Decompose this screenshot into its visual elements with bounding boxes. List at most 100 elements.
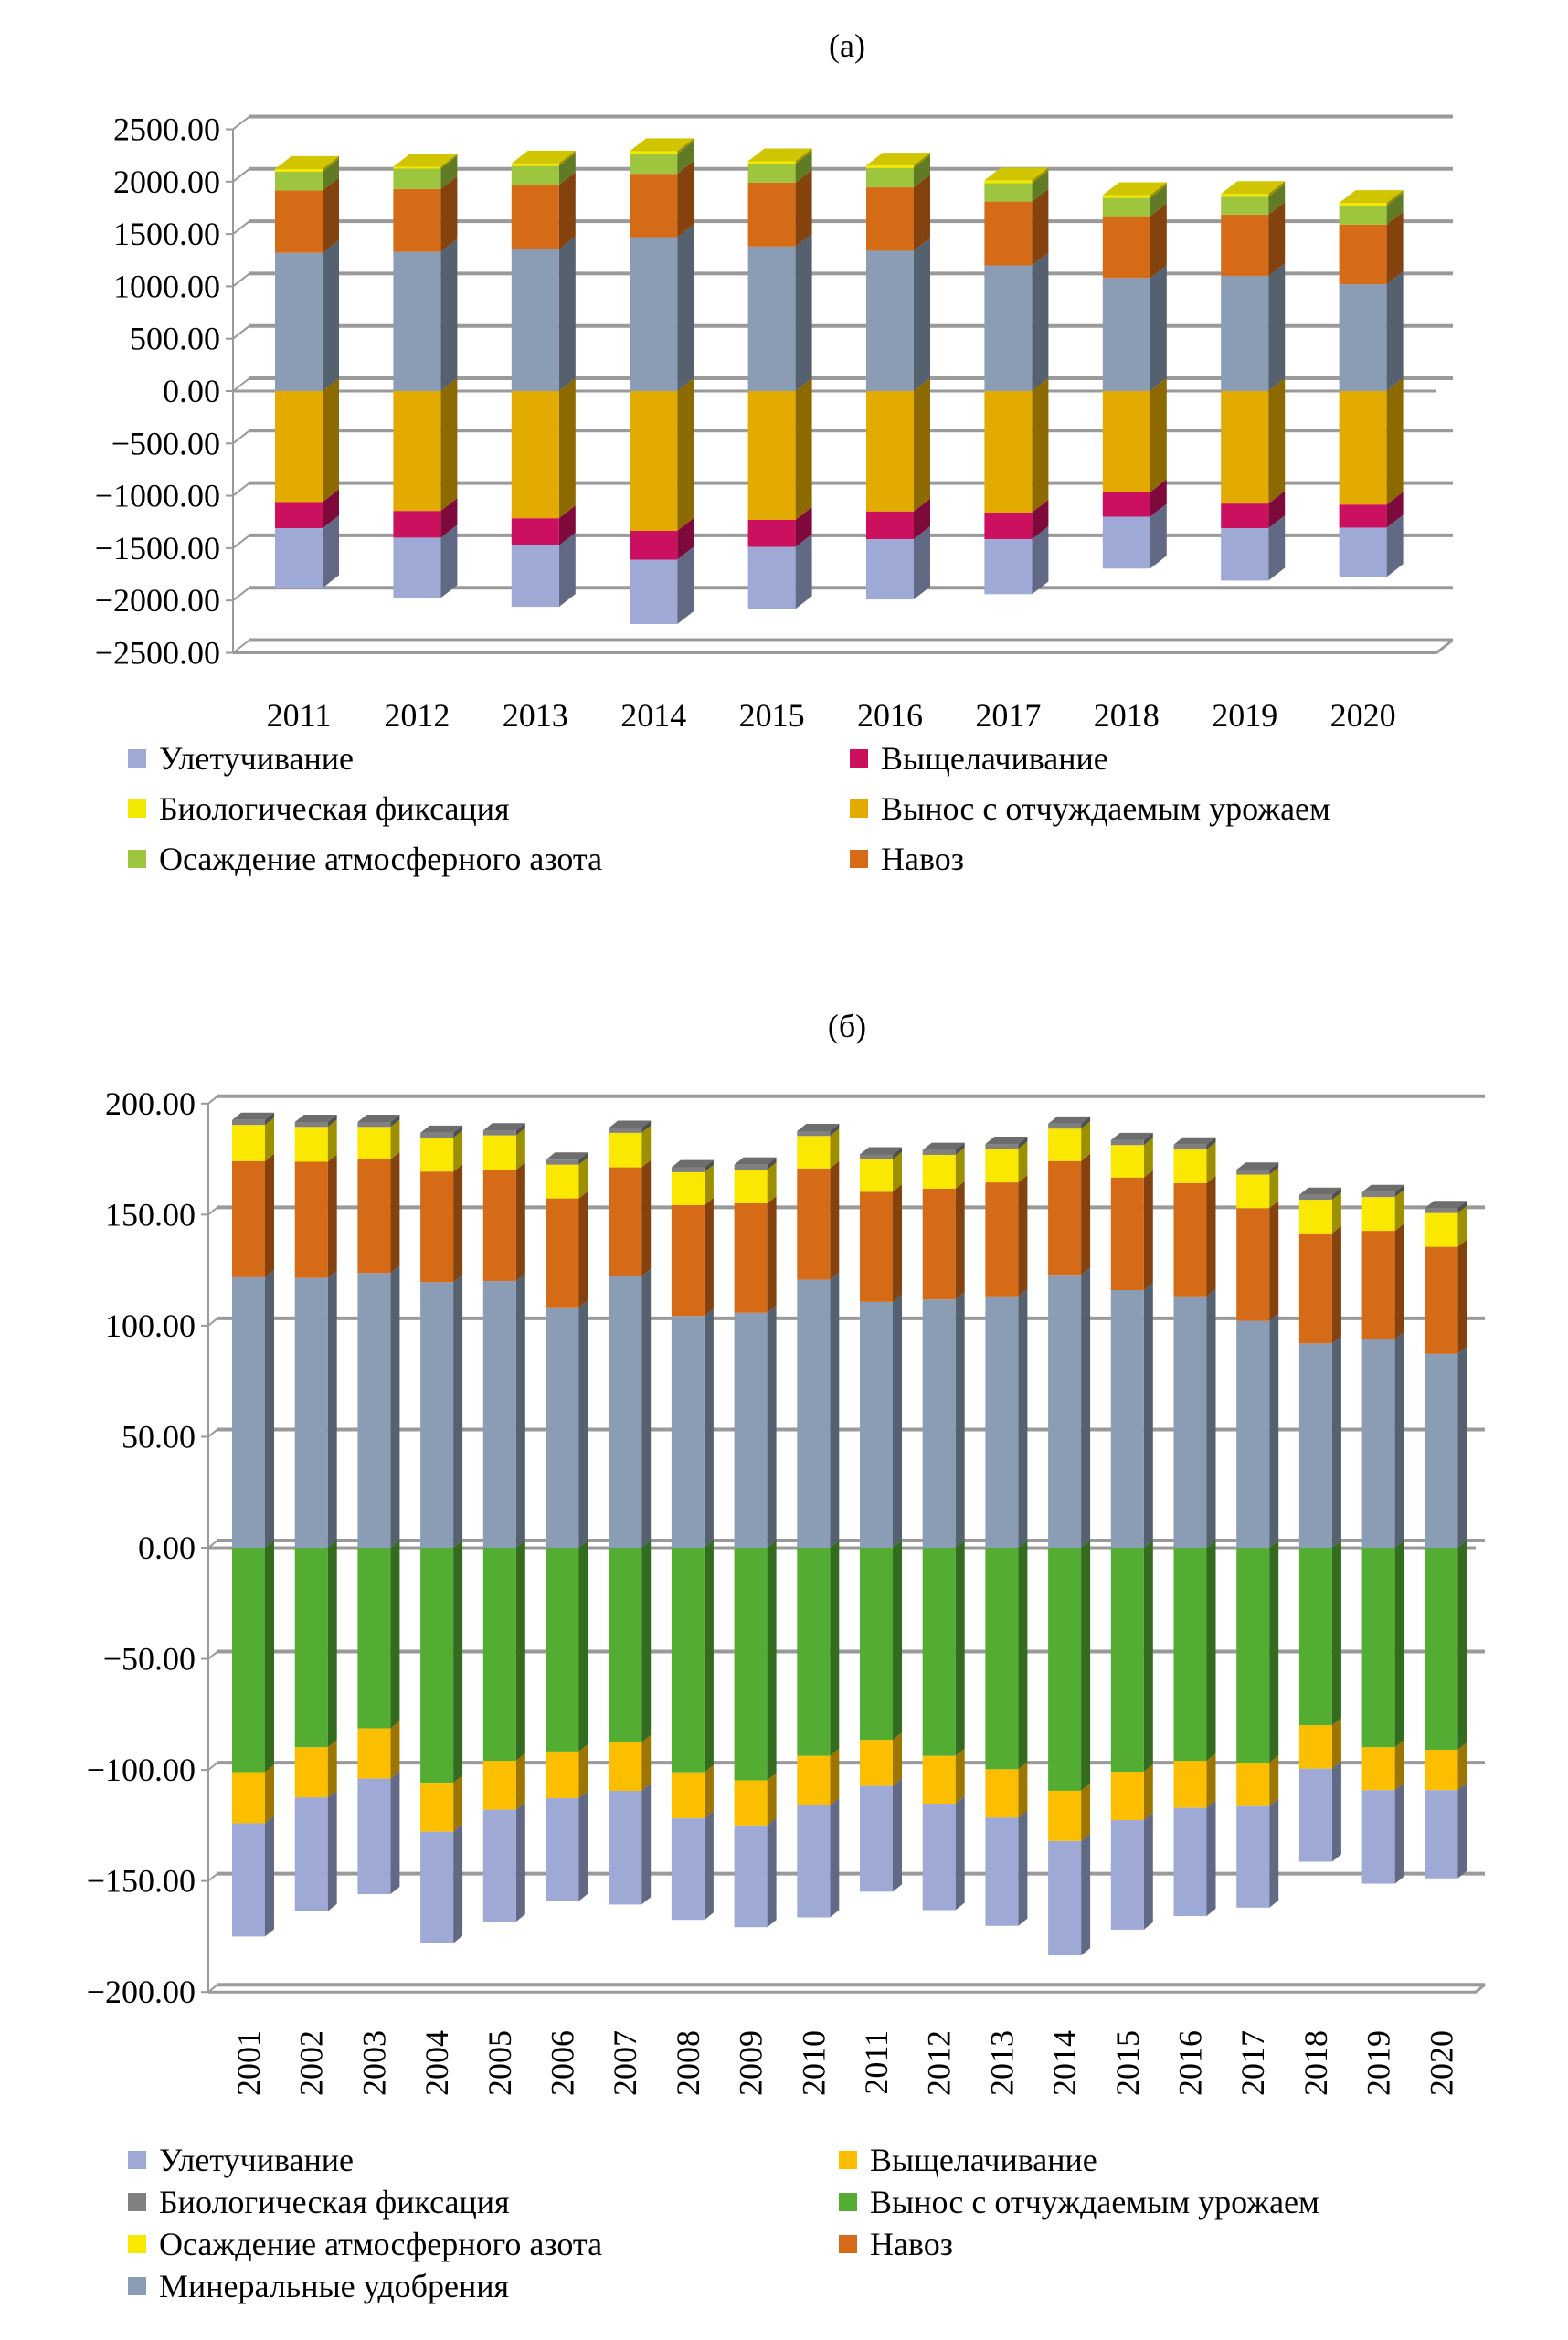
bar-segment-manure <box>922 1188 956 1300</box>
bar-segment-manure <box>797 1168 831 1280</box>
bar-segment-mineral <box>1102 278 1150 391</box>
legend-label: Улетучивание <box>159 2142 354 2178</box>
bar-segment-volatilization <box>1339 527 1387 577</box>
bar-side-volatilization <box>1331 1761 1341 1862</box>
bar-side-volatilization <box>893 1778 902 1892</box>
legend-label: Вынос с отчуждаемым урожаем <box>870 2184 1319 2220</box>
y-tick-label: −50.00 <box>103 1641 196 1678</box>
bar-segment-manure <box>357 1159 391 1274</box>
bar-segment-manure <box>1102 216 1150 279</box>
bar-stack-2016 <box>866 153 930 600</box>
bar-stack-2002 <box>294 1114 337 1911</box>
bar-segment-manure <box>1048 1160 1082 1276</box>
bar-side-leaching <box>1457 1742 1467 1791</box>
bar-side-bio <box>453 1125 463 1138</box>
bar-side-bio <box>327 1114 337 1128</box>
x-tick-label: 2011 <box>267 697 332 734</box>
gridline-side <box>207 1762 218 1771</box>
bar-stack-2015 <box>747 148 812 609</box>
bar-segment-leaching <box>511 518 559 546</box>
bar-segment-manure <box>420 1171 454 1283</box>
gridline-side <box>232 324 250 340</box>
gridline-side <box>207 1872 218 1882</box>
bar-segment-manure <box>294 1161 328 1278</box>
bar-segment-removal <box>232 1548 265 1773</box>
bar-side-removal <box>1018 1541 1028 1770</box>
bar-segment-removal <box>985 1548 1019 1770</box>
bar-segment-volatilization <box>985 1817 1019 1926</box>
bar-segment-bio <box>985 1144 1019 1149</box>
bar-side-leaching <box>677 517 694 560</box>
legend-item: Вынос с отчуждаемым урожаем <box>850 790 1330 827</box>
bar-segment-mineral <box>609 1276 642 1548</box>
bar-side-deposition <box>1457 1205 1467 1247</box>
bar-side-leaching <box>1150 479 1167 517</box>
bar-side-removal <box>515 1541 525 1762</box>
bar-segment-leaching <box>734 1780 768 1826</box>
bar-side-deposition <box>1032 170 1049 202</box>
bar-stack-2008 <box>671 1159 714 1921</box>
legend-swatch <box>128 2193 146 2211</box>
bar-side-removal <box>1386 378 1404 505</box>
bar-stack-2006 <box>546 1152 588 1901</box>
bar-segment-bio <box>1102 195 1150 198</box>
bar-segment-deposition <box>511 165 559 185</box>
bar-segment-manure <box>984 201 1033 266</box>
bar-segment-bio <box>734 1164 768 1170</box>
bar-segment-mineral <box>232 1276 265 1548</box>
bar-segment-leaching <box>1048 1790 1082 1841</box>
legend-swatch <box>839 2193 857 2211</box>
bar-side-bio <box>1386 190 1404 206</box>
y-tick-label: −200.00 <box>87 1974 196 2010</box>
bar-segment-manure <box>1298 1233 1332 1344</box>
bar-segment-volatilization <box>393 537 441 598</box>
bar-side-removal <box>677 378 694 531</box>
bar-segment-manure <box>275 190 323 253</box>
bar-side-manure <box>641 1159 652 1276</box>
bar-segment-manure <box>1221 214 1269 276</box>
bar-side-leaching <box>327 1740 337 1798</box>
bar-side-removal <box>440 378 458 512</box>
y-tick-label: −1500.00 <box>95 530 220 566</box>
bar-segment-removal <box>866 391 914 512</box>
bar-segment-deposition <box>747 164 796 183</box>
bar-side-removal <box>1331 1541 1341 1726</box>
bar-segment-bio <box>482 1130 516 1136</box>
bar-side-mineral <box>704 1308 714 1548</box>
bar-segment-manure <box>671 1204 705 1317</box>
bar-segment-mineral <box>275 252 323 391</box>
x-tick-label: 2020 <box>1423 2030 1459 2096</box>
bar-side-mineral <box>1206 1288 1216 1548</box>
bar-side-volatilization <box>323 515 339 588</box>
x-tick-label: 2019 <box>1361 2030 1397 2096</box>
bar-side-volatilization <box>1143 1813 1153 1930</box>
bar-segment-deposition <box>1221 196 1269 215</box>
x-tick-label: 2011 <box>858 2030 895 2095</box>
bar-segment-manure <box>1361 1231 1395 1339</box>
bar-segment-mineral <box>546 1307 579 1548</box>
bar-segment-mineral <box>747 246 796 391</box>
bar-side-removal <box>641 1541 652 1742</box>
bar-segment-manure <box>1425 1246 1458 1354</box>
bar-side-removal <box>578 1541 588 1752</box>
bar-side-removal <box>1081 1541 1091 1791</box>
bar-side-volatilization <box>453 1824 463 1943</box>
bar-segment-removal <box>797 1548 831 1756</box>
bar-top-face <box>1361 1184 1404 1192</box>
bar-segment-leaching <box>866 511 914 540</box>
bar-side-manure <box>1150 203 1167 279</box>
bar-segment-mineral <box>985 1296 1019 1548</box>
x-tick-label: 2015 <box>1109 2030 1146 2096</box>
bar-segment-deposition <box>482 1135 516 1170</box>
legend-label: Навоз <box>881 841 964 877</box>
bar-side-leaching <box>955 1748 965 1805</box>
bar-segment-leaching <box>797 1755 831 1805</box>
bar-segment-removal <box>546 1548 579 1752</box>
bar-segment-deposition <box>275 171 323 191</box>
bar-segment-bio <box>1110 1139 1144 1146</box>
bar-segment-volatilization <box>511 545 559 608</box>
bar-side-manure <box>893 1184 902 1302</box>
y-tick-label: 1500.00 <box>113 216 220 252</box>
bar-side-bio <box>893 1147 902 1159</box>
bar-side-removal <box>265 1541 274 1773</box>
